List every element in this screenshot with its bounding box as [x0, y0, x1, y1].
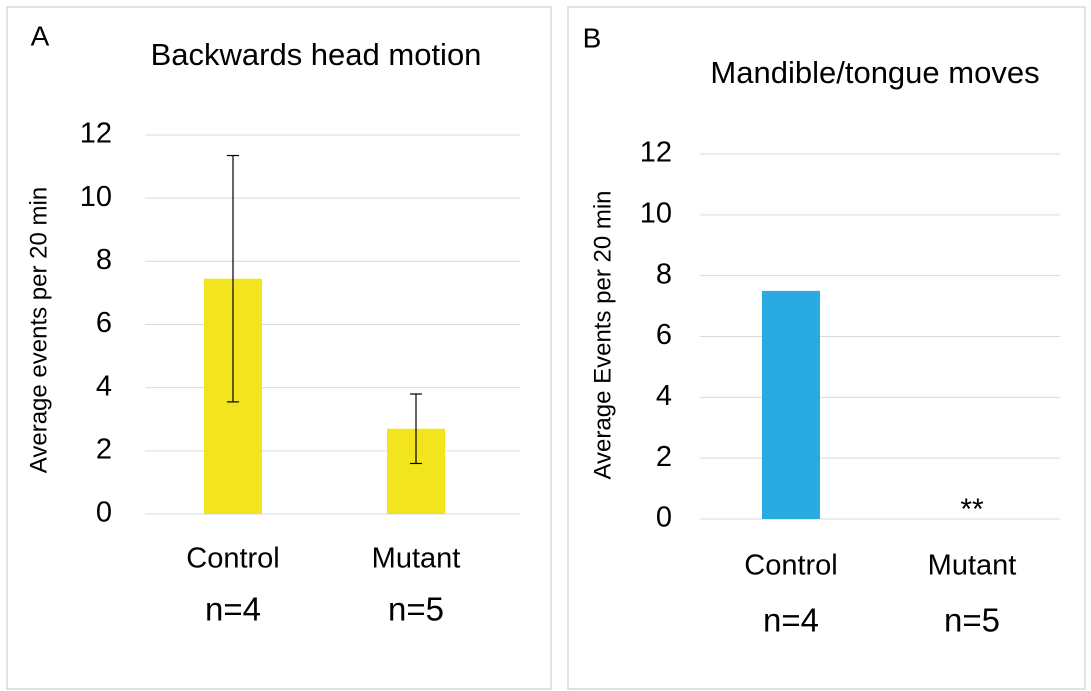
y-tick-label: 2: [656, 441, 672, 473]
y-tick-label: 6: [96, 307, 112, 339]
sample-size: n=4: [205, 591, 261, 628]
y-tick-label: 10: [640, 197, 672, 229]
sample-size: n=4: [763, 602, 819, 639]
annotation: **: [960, 493, 984, 526]
bar: [762, 290, 820, 519]
y-tick-label: 8: [96, 244, 112, 276]
panel-label: B: [583, 22, 602, 53]
panel-frame: [6, 6, 552, 690]
y-tick-label: 12: [640, 137, 672, 169]
y-tick-label: 4: [96, 370, 112, 402]
x-tick-label: Mutant: [928, 550, 1017, 582]
y-tick-label: 10: [80, 181, 112, 213]
chart-title: Mandible/tongue moves: [710, 55, 1039, 90]
chart-title: Backwards head motion: [151, 37, 482, 72]
panel-frame: [567, 6, 1086, 690]
sample-size: n=5: [944, 602, 1000, 639]
y-tick-label: 0: [96, 497, 112, 529]
y-axis-label: Average Events per 20 min: [589, 190, 616, 479]
y-tick-label: 8: [656, 258, 672, 290]
sample-size: n=5: [388, 591, 444, 628]
x-tick-label: Mutant: [372, 543, 461, 575]
panel-label: A: [31, 20, 50, 51]
x-tick-label: Control: [744, 550, 838, 582]
y-tick-label: 12: [80, 118, 112, 150]
y-tick-label: 6: [656, 319, 672, 351]
y-tick-label: 4: [656, 380, 672, 412]
x-tick-label: Control: [186, 543, 280, 575]
y-tick-label: 2: [96, 433, 112, 465]
y-axis-label: Average events per 20 min: [25, 187, 52, 473]
y-tick-label: 0: [656, 502, 672, 534]
